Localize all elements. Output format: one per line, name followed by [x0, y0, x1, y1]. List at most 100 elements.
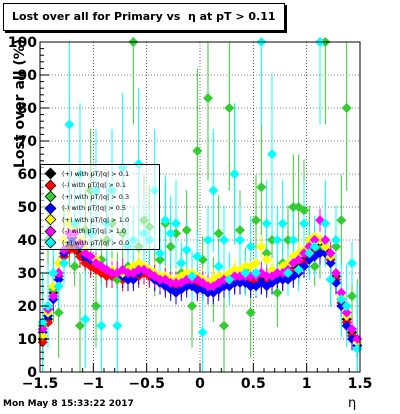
- data-point: [320, 235, 331, 245]
- legend-marker: [44, 167, 57, 180]
- legend-label: (+) with pT/|q| > 0.3: [62, 192, 130, 201]
- data-point: [341, 307, 352, 318]
- data-point: [187, 301, 197, 311]
- y-tick-label: 100: [8, 35, 37, 51]
- data-point: [347, 258, 357, 269]
- data-point: [107, 268, 117, 278]
- axis-tick-labels: −1.5 −1 −0.5 0 0.5 1 1.5 0 10 20 30 40 50 60 70 80 90 100: [8, 35, 373, 392]
- y-tick-label: 30: [18, 266, 38, 282]
- data-point: [283, 268, 293, 278]
- y-tick-label: 10: [18, 332, 38, 348]
- data-point: [315, 235, 325, 245]
- data-point: [256, 182, 267, 193]
- data-point: [267, 149, 277, 160]
- data-point: [347, 324, 357, 335]
- data-point: [203, 235, 213, 245]
- data-point: [245, 241, 256, 252]
- data-point: [341, 301, 352, 311]
- data-point: [224, 274, 235, 285]
- data-point: [219, 320, 229, 331]
- data-point: [229, 169, 240, 179]
- data-point: [53, 307, 64, 318]
- y-tick-label: 90: [18, 68, 38, 84]
- legend-item: (+) with pT/|q| > 0.1: [44, 167, 129, 180]
- data-point: [304, 248, 315, 259]
- data-point: [277, 274, 288, 285]
- data-point: [80, 248, 91, 259]
- data-point: [235, 225, 245, 236]
- y-tick-label: 60: [18, 167, 38, 183]
- data-point: [165, 228, 176, 239]
- data-point: [75, 320, 85, 331]
- datestamp: Mon May 8 15:33:22 2017: [3, 399, 134, 409]
- legend-item: (-) with pT/|q| > 0.5: [44, 202, 127, 214]
- data-point: [155, 248, 165, 259]
- data-point: [155, 254, 165, 265]
- legend-item: (+) with pT/|q| > 0.3: [44, 190, 130, 203]
- data-point: [112, 320, 123, 331]
- data-point: [48, 281, 59, 292]
- data-point: [272, 268, 283, 278]
- data-point: [213, 228, 224, 239]
- data-point: [203, 281, 213, 292]
- data-point: [187, 271, 197, 282]
- x-tick-label: 0: [195, 376, 205, 392]
- data-point: [155, 274, 165, 285]
- data-point: [181, 225, 192, 236]
- data-point: [240, 268, 251, 278]
- data-point: [299, 218, 309, 229]
- data-point: [64, 119, 75, 130]
- legend-marker: [44, 236, 57, 249]
- data-point: [213, 261, 224, 272]
- data-point: [283, 235, 293, 245]
- data-point: [325, 248, 336, 259]
- data-point: [171, 218, 181, 229]
- data-point: [304, 254, 315, 265]
- data-point: [181, 244, 192, 255]
- data-point: [160, 215, 171, 226]
- y-axis-label: Lost over all (%): [12, 38, 28, 168]
- data-point: [293, 254, 304, 265]
- y-tick-label: 50: [18, 200, 38, 216]
- data-point: [69, 261, 80, 272]
- legend-label: (-) with pT/|q| > 0.1: [62, 181, 127, 189]
- data-point: [53, 274, 64, 285]
- data-point: [256, 241, 267, 252]
- data-point: [331, 235, 341, 245]
- legend-label: (-) with pT/|q| > 1.0: [62, 227, 127, 235]
- data-point: [325, 258, 336, 269]
- data-point: [224, 103, 235, 113]
- data-point: [336, 301, 347, 311]
- data-point: [197, 327, 208, 338]
- data-point: [235, 277, 245, 288]
- data-point: [309, 235, 320, 245]
- data-point: [251, 268, 261, 278]
- legend-marker: [44, 213, 57, 226]
- data-point: [336, 215, 347, 226]
- data-point: [320, 241, 331, 252]
- data-point: [251, 215, 261, 226]
- legend-label: (+) with pT/|q| > 0.0: [62, 238, 130, 247]
- data-point: [176, 258, 187, 269]
- data-point: [251, 258, 261, 269]
- data-point: [272, 287, 283, 298]
- data-point: [331, 268, 341, 278]
- x-axis-label: η: [348, 396, 357, 411]
- data-point: [192, 284, 203, 295]
- data-point: [96, 320, 107, 331]
- legend-marker: [44, 225, 57, 237]
- x-tick-label: −1: [83, 376, 104, 392]
- data-point: [165, 277, 176, 288]
- x-tick-label: −0.5: [128, 376, 165, 392]
- data-point: [299, 205, 309, 216]
- data-point: [219, 274, 229, 285]
- data-point: [261, 218, 272, 229]
- y-tick-label: 80: [18, 101, 38, 117]
- data-point: [133, 264, 144, 275]
- x-tick-label: 0.5: [241, 376, 266, 392]
- legend-label: (-) with pT/|q| > 0.5: [62, 204, 127, 212]
- data-point: [336, 294, 347, 305]
- data-point: [53, 258, 64, 269]
- data-point: [272, 235, 283, 245]
- chart-legend: (+) with pT/|q| > 0.1 (-) with pT/|q| > 0…: [40, 164, 160, 250]
